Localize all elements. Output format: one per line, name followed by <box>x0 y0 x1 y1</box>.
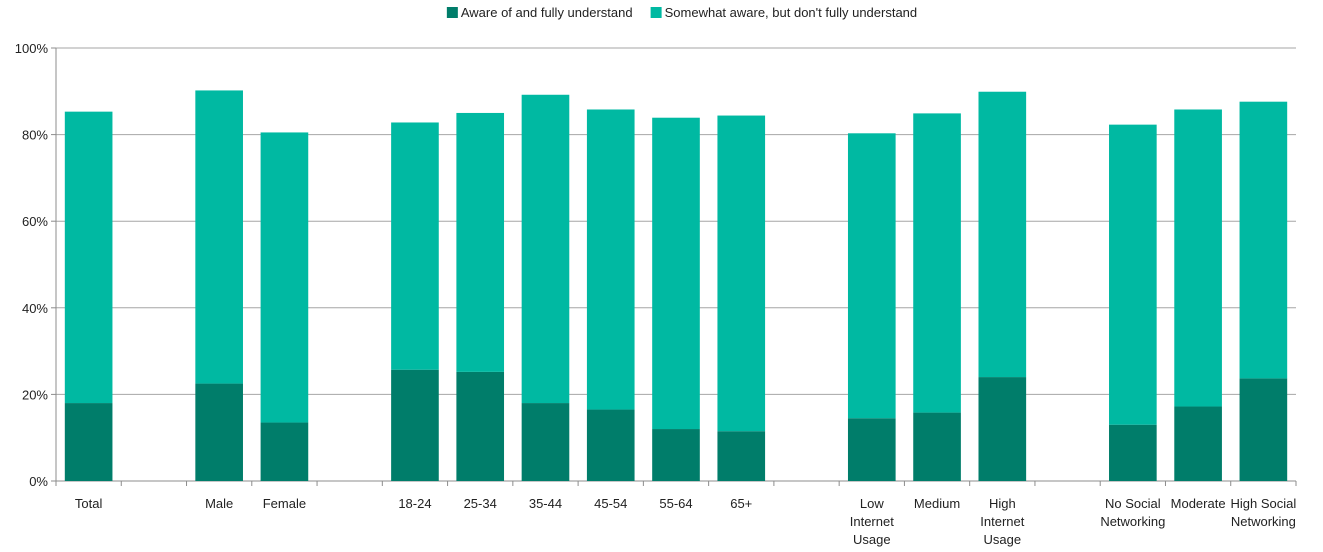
x-category-label: Usage <box>853 532 891 547</box>
bar-segment-aware-fully <box>64 403 113 481</box>
legend-label: Somewhat aware, but don't fully understa… <box>665 5 918 20</box>
x-category-label: High Social <box>1230 496 1296 511</box>
x-category-label: Internet <box>980 514 1024 529</box>
bar-segment-somewhat-aware <box>195 90 243 384</box>
bar-segment-somewhat-aware <box>1109 124 1157 425</box>
x-category-label: Internet <box>850 514 894 529</box>
bar-segment-somewhat-aware <box>521 94 570 404</box>
x-category-label: Usage <box>984 532 1022 547</box>
bar-segment-aware-fully <box>978 377 1027 481</box>
y-tick-label: 80% <box>22 128 48 143</box>
bar-segment-somewhat-aware <box>847 133 896 419</box>
x-category-label: Male <box>205 496 233 511</box>
bar-segment-aware-fully <box>913 412 961 481</box>
x-category-label: Total <box>75 496 103 511</box>
legend: Aware of and fully understand Somewhat aw… <box>446 5 918 20</box>
bar-segment-aware-fully <box>847 418 896 481</box>
x-category-label: 45-54 <box>594 496 627 511</box>
legend-swatch-somewhat-aware <box>650 7 662 18</box>
bar-segment-somewhat-aware <box>456 112 505 372</box>
bar-segment-somewhat-aware <box>391 122 439 370</box>
x-category-label: 35-44 <box>529 496 562 511</box>
bar-segment-aware-fully <box>391 369 439 481</box>
y-tick-label: 60% <box>22 214 48 229</box>
bar-segment-aware-fully <box>195 383 243 481</box>
y-tick-label: 40% <box>22 301 48 316</box>
y-tick-label: 0% <box>29 474 48 489</box>
bar-segment-aware-fully <box>1109 424 1157 481</box>
y-tick-label: 20% <box>22 387 48 402</box>
bar-segment-somewhat-aware <box>913 113 961 413</box>
bar-segment-aware-fully <box>1239 378 1288 481</box>
x-category-label: 55-64 <box>659 496 692 511</box>
legend-swatch-aware-fully <box>446 7 458 18</box>
x-category-label: 65+ <box>730 496 752 511</box>
bar-segment-aware-fully <box>652 429 700 481</box>
y-axis: 0% 20% 40% 60% 80% 100% <box>15 41 57 489</box>
x-category-label: Low <box>860 496 884 511</box>
x-category-label: 25-34 <box>464 496 497 511</box>
x-category-label: Medium <box>914 496 960 511</box>
legend-item: Aware of and fully understand <box>446 5 633 20</box>
bar-segment-somewhat-aware <box>978 91 1027 378</box>
bar-segment-somewhat-aware <box>652 117 700 430</box>
x-category-label: Networking <box>1231 514 1296 529</box>
legend-item: Somewhat aware, but don't fully understa… <box>650 5 918 20</box>
x-category-label: High <box>989 496 1016 511</box>
x-category-label: Moderate <box>1171 496 1226 511</box>
bar-segment-somewhat-aware <box>64 111 113 404</box>
x-category-label: 18-24 <box>398 496 431 511</box>
x-category-label: Female <box>263 496 306 511</box>
bar-segment-somewhat-aware <box>586 109 635 410</box>
bar-segment-somewhat-aware <box>717 115 766 432</box>
x-axis: Total Male Female 18-24 25-34 35-44 45-54 55-64… <box>55 481 1297 547</box>
bar-segment-aware-fully <box>260 422 309 481</box>
bar-segment-somewhat-aware <box>1174 109 1222 407</box>
x-category-label: Networking <box>1100 514 1165 529</box>
bars <box>64 90 1288 481</box>
bar-segment-aware-fully <box>521 403 570 481</box>
bar-segment-somewhat-aware <box>1239 101 1288 379</box>
y-tick-label: 100% <box>15 41 49 56</box>
legend-label: Aware of and fully understand <box>461 5 633 20</box>
bar-segment-aware-fully <box>717 431 766 481</box>
bar-segment-aware-fully <box>586 409 635 481</box>
bar-segment-aware-fully <box>456 371 505 481</box>
x-category-label: No Social <box>1105 496 1161 511</box>
bar-segment-aware-fully <box>1174 406 1222 481</box>
bar-segment-somewhat-aware <box>260 132 309 423</box>
